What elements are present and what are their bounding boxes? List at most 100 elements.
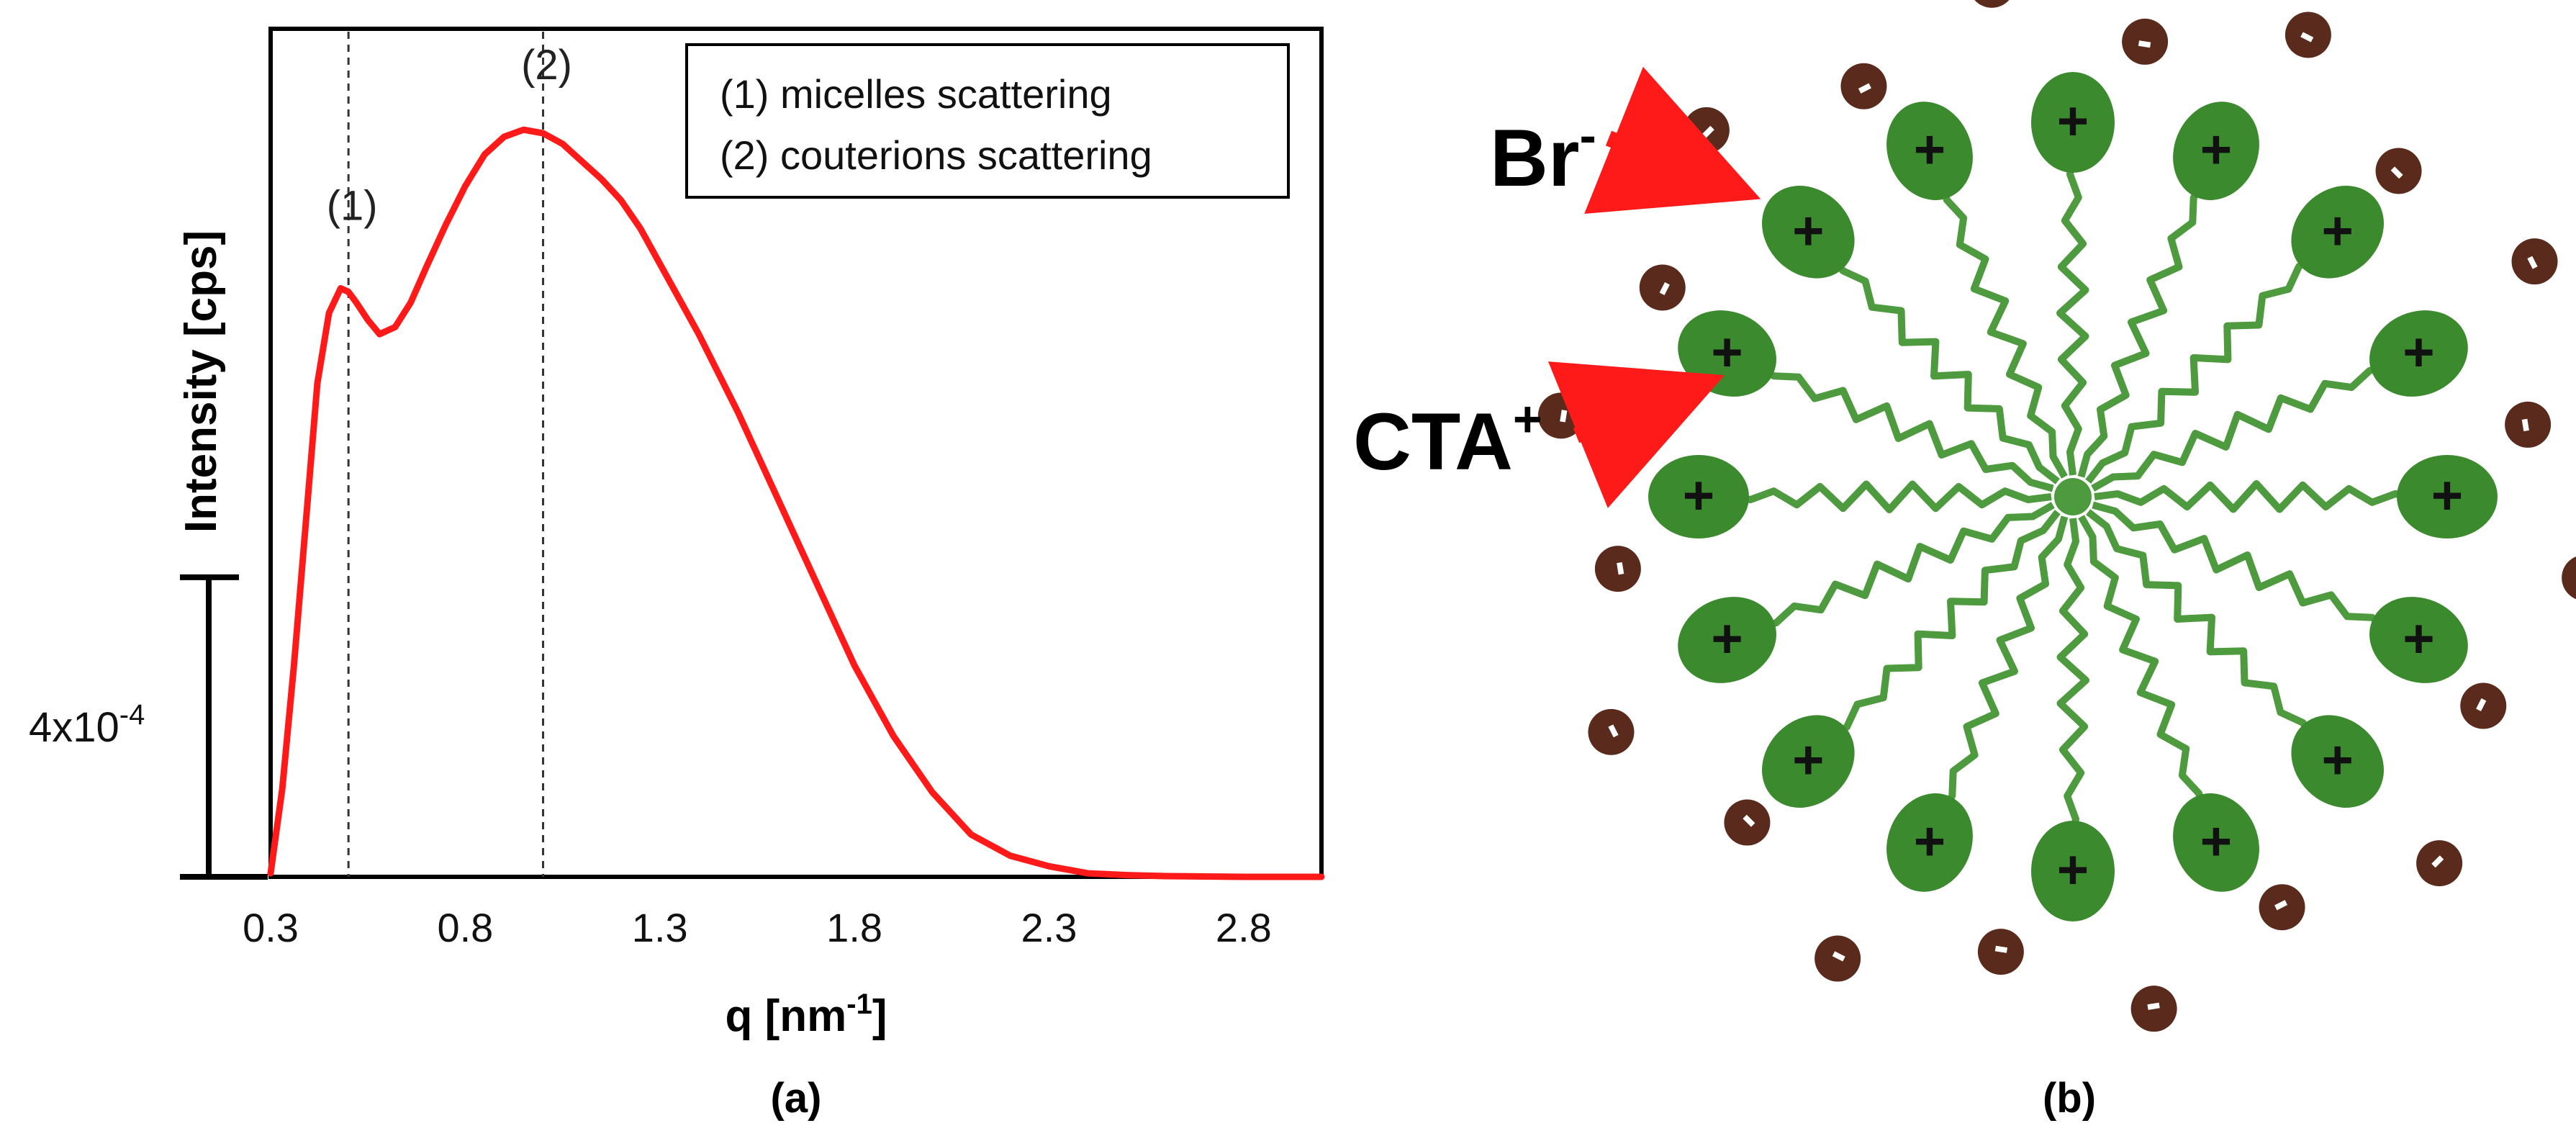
br-label: Br- (1490, 107, 1596, 203)
panel-b-micelle-diagram: ++++++++++++++++ -------------------- Br… (1353, 0, 2576, 1122)
surfactant-head: + (1678, 310, 1776, 397)
surfactant-head: + (2031, 821, 2115, 921)
counterion-circle (2375, 148, 2422, 194)
counterion: - (2458, 682, 2511, 729)
counterion-circle (2460, 682, 2507, 729)
counterion-circle (2505, 401, 2552, 448)
surfactant-tails (1727, 150, 2419, 843)
cta-label: CTA+ (1353, 391, 1542, 487)
head-ellipse (1886, 102, 1973, 200)
plot-frame (268, 27, 1324, 879)
counterions: -------------------- (1533, 0, 2576, 1037)
surfactant-head: + (1886, 793, 1973, 892)
head-charge: + (2403, 608, 2434, 670)
counterion-circle (1815, 935, 1861, 982)
head-ellipse (2369, 597, 2468, 683)
head-charge: + (1683, 465, 1714, 526)
head-ellipse (2397, 455, 2498, 538)
surfactant-tail (2056, 150, 2089, 476)
surfactant-tail (1727, 480, 2052, 513)
surfactant-head: + (2291, 715, 2384, 808)
head-charge: + (1792, 730, 1824, 791)
head-charge: + (2057, 839, 2089, 901)
head-charge: + (1914, 120, 1945, 181)
counterion-circle (2562, 556, 2576, 600)
surfactant-tail (1826, 510, 2061, 744)
counterion: - (2130, 983, 2177, 1037)
counterion: - (2259, 882, 2305, 935)
head-charge: + (2322, 730, 2354, 791)
legend-entry-1: (1) micelles scattering (720, 71, 1112, 117)
legend: (1) micelles scattering (2) couterions s… (685, 43, 1290, 199)
surfactant-head: + (2397, 455, 2498, 538)
head-ellipse (1886, 793, 1973, 892)
x-tick-label: 0.8 (437, 905, 493, 950)
counterion: - (2559, 556, 2576, 600)
head-charge: + (1792, 200, 1824, 261)
counterion: - (2284, 7, 2331, 60)
head-ellipse (2031, 821, 2115, 921)
surfactant-tail (1937, 515, 2069, 818)
x-tick-label: 2.8 (1216, 905, 1272, 950)
head-charge: + (2322, 200, 2354, 261)
counterion: - (1815, 933, 1861, 986)
head-charge: + (1711, 608, 1743, 670)
legend-entry-2: (2) couterions scattering (720, 132, 1152, 178)
head-ellipse (1762, 715, 1855, 808)
surfactant-head: + (2173, 102, 2259, 200)
br-arrow (1584, 66, 1761, 214)
head-ellipse (2369, 310, 2468, 397)
panel-b-caption: (b) (2043, 1075, 2096, 1122)
counterion-circle (2122, 18, 2169, 65)
counterion-circle (2130, 986, 2177, 1032)
surfactant-head: + (1762, 715, 1855, 808)
head-ellipse (1678, 597, 1776, 683)
counterion-circle (1840, 63, 1887, 109)
counterion: - (2503, 401, 2556, 448)
surfactant-tail (2078, 515, 2209, 817)
surfactant-head: + (2173, 793, 2259, 892)
surfactant-tail (2091, 361, 2393, 492)
peak-2-label: (2) (521, 42, 572, 89)
surfactant-head: + (2369, 597, 2468, 683)
head-ellipse (2291, 715, 2384, 808)
surfactant-tail (2086, 509, 2320, 744)
counterion-circle (2511, 238, 2558, 285)
head-ellipse (1762, 186, 1855, 279)
counterion: - (1681, 105, 1730, 153)
surfactant-heads: + + + + + + + + + + + + + + + + (1648, 72, 2498, 921)
cta-arrow (1547, 361, 1725, 508)
counterion: - (1590, 546, 1643, 592)
counterion: - (1722, 799, 1771, 847)
counterion: - (2509, 238, 2562, 285)
counterion-circle (2284, 12, 2331, 58)
surfactant-tail (2077, 176, 2209, 478)
panel-a-caption: (a) (771, 1075, 822, 1122)
x-axis-label: q [nm-1] (726, 988, 887, 1041)
counterion-circle (1974, 0, 2010, 8)
surfactant-tail (1825, 250, 2060, 484)
head-ellipse (2031, 72, 2115, 173)
head-ellipse (2173, 102, 2259, 200)
head-charge: + (2403, 322, 2434, 383)
panel-a-chart: (1) (2) (1) micelles scattering (2) cout… (29, 27, 1325, 1122)
counterion: - (1840, 58, 1887, 112)
counterion: - (1977, 927, 2024, 980)
micelle-core (2054, 478, 2092, 515)
scale-bar-label: 4x10-4 (29, 699, 145, 751)
surfactant-tail (1753, 502, 2055, 633)
surfactant-tail (2056, 518, 2089, 843)
surfactant-head: + (2291, 186, 2384, 279)
surfactant-head: + (1762, 186, 1855, 279)
counterion: - (2122, 14, 2169, 67)
counterion-circle (1639, 264, 1686, 311)
x-tick-label: 1.3 (632, 905, 688, 950)
head-charge: + (2431, 465, 2463, 526)
head-ellipse (2291, 186, 2384, 279)
x-tick-label: 0.3 (243, 905, 299, 950)
counterion: - (2416, 840, 2464, 888)
head-charge: + (2057, 91, 2089, 152)
surfactant-head: + (2369, 310, 2468, 397)
head-charge: + (2200, 811, 2232, 872)
